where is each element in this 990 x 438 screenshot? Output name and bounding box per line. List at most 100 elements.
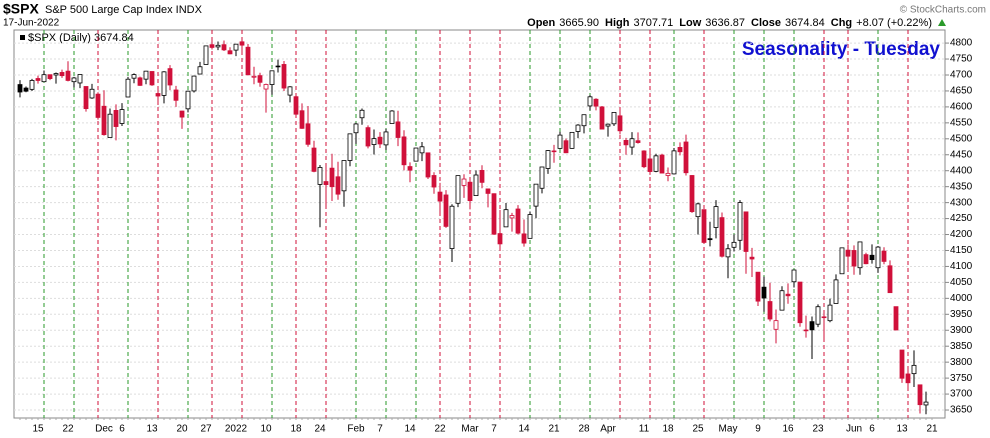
candle-body <box>449 205 455 249</box>
quote-value: 3636.87 <box>705 17 745 29</box>
y-tick-label: 4600 <box>950 102 973 113</box>
candle-body <box>695 203 701 218</box>
x-tick-label: 7 <box>377 424 383 435</box>
candle-body <box>329 167 335 188</box>
candle-body <box>833 279 839 304</box>
candle-body <box>29 80 35 90</box>
candle-body <box>353 123 359 134</box>
candle-body <box>755 271 761 302</box>
candle-body <box>269 70 275 85</box>
legend-swatch <box>20 35 25 40</box>
candle-body <box>209 44 215 48</box>
candle-body <box>785 293 791 297</box>
candle-body <box>623 140 629 146</box>
y-tick-label: 3950 <box>950 309 973 320</box>
candle-body <box>563 140 569 154</box>
copyright: © StockCharts.com <box>900 5 986 16</box>
quote-label: Close <box>751 17 781 29</box>
candle-body <box>647 158 653 172</box>
candle-body <box>59 72 65 77</box>
quote: Open 3665.90 High 3707.71 Low 3636.87 Close 367… <box>527 17 932 29</box>
candle-body <box>677 147 683 153</box>
candle-body <box>413 147 419 162</box>
candle-body <box>311 147 317 172</box>
candle-body <box>359 109 365 119</box>
y-tick-label: 4650 <box>950 86 973 97</box>
candle-body <box>179 110 185 118</box>
candle-body <box>71 77 77 83</box>
quote-value: +8.07 (+0.22%) <box>856 17 932 29</box>
candle-body <box>143 70 149 80</box>
quote-label: Open <box>527 17 555 29</box>
x-tick-label: 11 <box>639 424 650 435</box>
candle-body <box>569 131 575 149</box>
y-tick-label: 3650 <box>950 405 973 416</box>
candle-body <box>593 98 599 107</box>
candle-body <box>869 254 875 260</box>
candle-body <box>281 64 287 89</box>
x-tick-label: 16 <box>782 424 794 435</box>
candle-body <box>857 241 863 269</box>
candle-body <box>263 84 269 90</box>
quote-label: Low <box>679 17 701 29</box>
candle-body <box>845 249 851 257</box>
candle-body <box>23 87 29 92</box>
y-tick-label: 4200 <box>950 229 973 240</box>
candle-body <box>791 269 797 283</box>
candle-body <box>167 68 173 86</box>
y-tick-label: 4000 <box>950 293 973 304</box>
candle-body <box>323 181 329 186</box>
candle-body <box>545 150 551 169</box>
x-tick-label: 10 <box>260 424 272 435</box>
candle-body <box>383 131 389 146</box>
candle-body <box>389 110 395 124</box>
quote-value: 3674.84 <box>785 17 825 29</box>
candle-body <box>797 281 803 324</box>
y-tick-label: 3750 <box>950 373 973 384</box>
candle-body <box>773 320 779 330</box>
candle-body <box>839 247 845 275</box>
candle-body <box>149 71 155 86</box>
x-tick-label: 20 <box>176 424 188 435</box>
candle-body <box>521 233 527 244</box>
candle-body <box>893 306 899 331</box>
candle-body <box>239 41 245 46</box>
x-tick-label: Apr <box>600 424 616 435</box>
candle-body <box>395 121 401 138</box>
x-tick-label: Dec <box>95 424 113 435</box>
candle-body <box>431 175 437 188</box>
y-tick-label: 4750 <box>950 54 973 65</box>
candle-body <box>233 43 239 51</box>
x-tick-label: 13 <box>896 424 908 435</box>
candle-body <box>191 75 197 92</box>
candle-body <box>473 174 479 197</box>
quote-label: High <box>605 17 630 29</box>
candle-body <box>689 175 695 213</box>
candle-body <box>35 78 41 81</box>
candle-body <box>257 75 263 83</box>
candle-body <box>917 384 923 406</box>
candle-body <box>131 74 137 79</box>
candle-body <box>635 140 641 143</box>
plot-frame <box>13 29 946 419</box>
candle-body <box>161 71 167 96</box>
candle-body <box>659 154 665 174</box>
candle-body <box>317 167 323 185</box>
candle-body <box>107 113 113 138</box>
candle-body <box>155 93 161 97</box>
x-tick-label: 14 <box>404 424 416 435</box>
candle-body <box>335 176 341 195</box>
candle-body <box>737 202 743 241</box>
x-tick-label: 2022 <box>225 424 248 435</box>
candle-body <box>371 138 377 145</box>
candle-body <box>611 112 617 125</box>
x-tick-label: Jun <box>846 424 862 435</box>
x-tick-label: 7 <box>491 424 497 435</box>
x-tick-label: 14 <box>518 424 530 435</box>
x-tick-label: 23 <box>812 424 824 435</box>
x-tick-label: May <box>719 424 738 435</box>
candle-body <box>113 110 119 127</box>
candle-body <box>641 150 647 168</box>
candle-body <box>731 241 737 248</box>
candle-body <box>455 175 461 204</box>
